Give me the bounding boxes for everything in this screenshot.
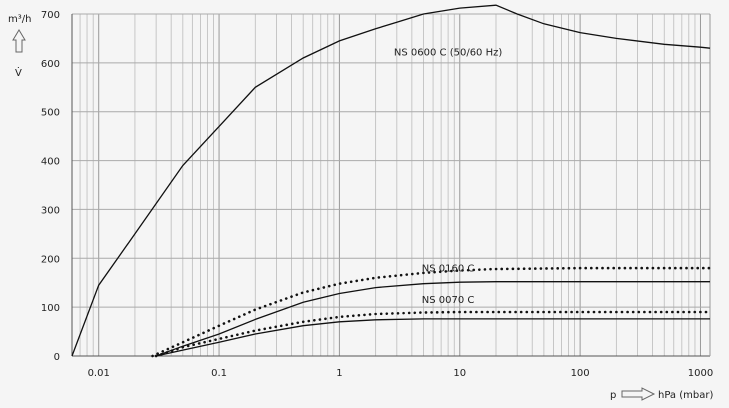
x-tick-label: 1000 [688,368,713,379]
series-labels: NS 0600 C (50/60 Hz) NS 0160 C NS 0070 C [394,48,502,307]
tick-labels: 0 100 200 300 400 500 600 700 0.01 0.1 1 10 100 1000 [41,10,713,379]
x-tick-label: 100 [571,368,590,379]
x-tick-label: 1 [336,368,342,379]
right-arrow-icon [621,387,656,401]
y-tick-label: 600 [41,59,60,70]
x-axis-unit: hPa (mbar) [658,390,713,401]
series-group [71,4,712,358]
series-label: NS 0070 C [422,295,475,306]
x-tick-label: 10 [453,368,466,379]
series-line-3 [155,281,710,357]
series-label: NS 0600 C (50/60 Hz) [394,48,502,59]
axes [71,14,711,357]
x-tick-label: 0.01 [88,368,110,379]
y-tick-label: 300 [41,205,60,216]
x-tick-label: 0.1 [211,368,227,379]
series-line-0 [71,4,711,357]
series-label: NS 0160 C [422,263,475,274]
y-tick-label: 0 [54,352,60,363]
y-axis-unit: m³/h [8,14,31,25]
series-line-4 [155,318,710,357]
up-arrow-icon [12,29,26,53]
y-tick-label: 400 [41,157,60,168]
y-tick-label: 500 [41,108,60,119]
x-axis-symbol: p [610,390,616,401]
plot-area [72,14,710,356]
y-tick-label: 200 [41,254,60,265]
y-tick-label: 100 [41,303,60,314]
y-axis-symbol: V̇ [15,66,22,79]
series-line-1 [151,266,712,358]
y-tick-label: 700 [41,10,60,21]
